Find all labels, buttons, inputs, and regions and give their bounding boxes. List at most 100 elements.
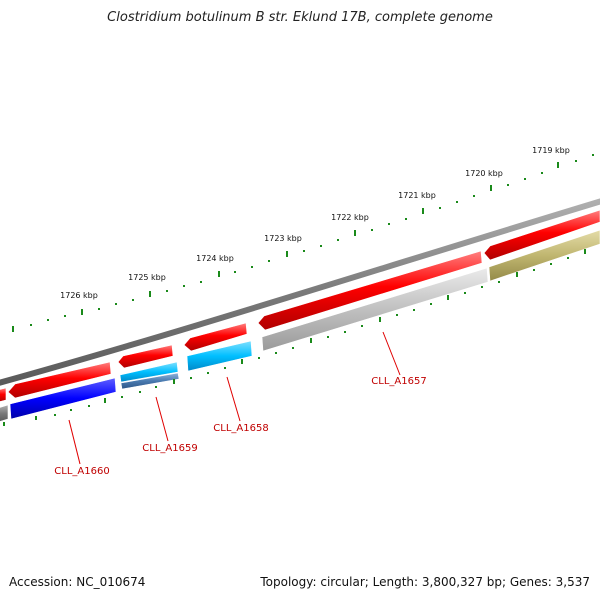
tick-dot: [405, 218, 407, 220]
tick-dot: [121, 396, 123, 398]
ruler-label-1725: 1725 kbp: [128, 273, 166, 282]
tick-dot: [550, 263, 552, 265]
tick-dot: [567, 257, 569, 259]
tick-dot: [292, 347, 294, 349]
tick-dot: [533, 269, 535, 271]
label-leaders: [68, 331, 401, 465]
tick-dot: [541, 172, 543, 174]
ruler-outer: [12, 154, 594, 332]
tick-dot: [47, 319, 49, 321]
gene-feature-gray[interactable]: [0, 404, 9, 422]
gene-CLL_A1657[interactable]: [261, 267, 489, 352]
tick-major: [490, 185, 492, 191]
tick-dot: [190, 377, 192, 379]
map-title: Clostridium botulinum B str. Eklund 17B,…: [107, 10, 493, 25]
leader-CLL_A1658: [226, 376, 241, 422]
gene-CLL_A1659-lower[interactable]: [120, 372, 180, 390]
cds-feature[interactable]: [0, 387, 7, 402]
gene-label-CLL_A1658: CLL_A1658: [213, 423, 268, 434]
tick-dot: [258, 357, 260, 359]
gene-CLL_A1659[interactable]: [119, 361, 179, 383]
tick-dot: [575, 160, 577, 162]
ruler-label-1720: 1720 kbp: [465, 169, 503, 178]
gene-track: [0, 229, 600, 422]
tick-dot: [396, 314, 398, 316]
tick-dot: [88, 405, 90, 407]
tick-dot: [473, 195, 475, 197]
tick-major: [12, 326, 14, 332]
tick-major: [422, 208, 424, 214]
gene-label-CLL_A1657: CLL_A1657: [371, 376, 426, 387]
tick-major: [516, 272, 518, 277]
tick-major: [3, 422, 5, 426]
cds-feature[interactable]: [257, 250, 483, 331]
tick-major: [447, 295, 449, 300]
ruler-inner: [3, 249, 586, 426]
tick-major: [241, 359, 243, 364]
cds-feature[interactable]: [483, 209, 600, 261]
tick-dot: [30, 324, 32, 326]
tick-dot: [481, 286, 483, 288]
tick-dot: [115, 303, 117, 305]
tick-dot: [268, 260, 270, 262]
tick-dot: [413, 309, 415, 311]
ruler-labels: 1719 kbp 1720 kbp 1721 kbp 1722 kbp 1723…: [60, 146, 570, 300]
tick-major: [286, 251, 288, 257]
tick-major: [354, 230, 356, 236]
ruler-label-1721: 1721 kbp: [398, 191, 436, 200]
tick-dot: [320, 245, 322, 247]
tick-dot: [327, 336, 329, 338]
tick-dot: [200, 281, 202, 283]
tick-major: [379, 317, 381, 322]
tick-dot: [388, 223, 390, 225]
tick-dot: [361, 325, 363, 327]
tick-dot: [54, 414, 56, 416]
tick-dot: [139, 391, 141, 393]
gene-labels: CLL_A1657 CLL_A1658 CLL_A1659 CLL_A1660: [54, 376, 426, 477]
ruler-label-1722: 1722 kbp: [331, 213, 369, 222]
cds-track: [0, 209, 600, 402]
tick-dot: [592, 154, 594, 156]
tick-major: [35, 416, 37, 420]
tick-major: [81, 309, 83, 315]
tick-dot: [132, 299, 134, 301]
cds-feature[interactable]: [7, 361, 112, 399]
tick-dot: [234, 271, 236, 273]
tick-major: [173, 379, 175, 384]
cds-feature[interactable]: [183, 322, 248, 352]
gene-label-CLL_A1660: CLL_A1660: [54, 466, 109, 477]
leader-CLL_A1660: [68, 419, 81, 465]
tick-major: [310, 338, 312, 343]
tick-dot: [155, 386, 157, 388]
leader-CLL_A1657: [382, 331, 401, 376]
accession-text: Accession: NC_010674: [9, 575, 146, 589]
cds-feature[interactable]: [117, 344, 174, 369]
tick-major: [149, 291, 151, 297]
tick-dot: [166, 290, 168, 292]
tick-dot: [439, 207, 441, 209]
tick-dot: [303, 250, 305, 252]
tick-dot: [224, 367, 226, 369]
tick-dot: [371, 229, 373, 231]
ruler-label-1723: 1723 kbp: [264, 234, 302, 243]
gene-CLL_A1660[interactable]: [9, 377, 117, 420]
leader-CLL_A1659: [155, 396, 169, 442]
tick-dot: [524, 178, 526, 180]
tick-major: [218, 271, 220, 277]
tick-dot: [207, 372, 209, 374]
gene-label-CLL_A1659: CLL_A1659: [142, 443, 197, 454]
tick-dot: [251, 266, 253, 268]
tick-major: [584, 249, 586, 254]
tick-dot: [337, 239, 339, 241]
gene-CLL_A1658[interactable]: [186, 340, 253, 372]
ruler-label-1726: 1726 kbp: [60, 291, 98, 300]
ruler-label-1724: 1724 kbp: [196, 254, 234, 263]
gene-feature-olive[interactable]: [488, 229, 600, 282]
tick-dot: [456, 201, 458, 203]
tick-dot: [464, 292, 466, 294]
tick-dot: [64, 315, 66, 317]
tick-major: [557, 162, 559, 168]
tick-dot: [498, 281, 500, 283]
tick-dot: [430, 303, 432, 305]
